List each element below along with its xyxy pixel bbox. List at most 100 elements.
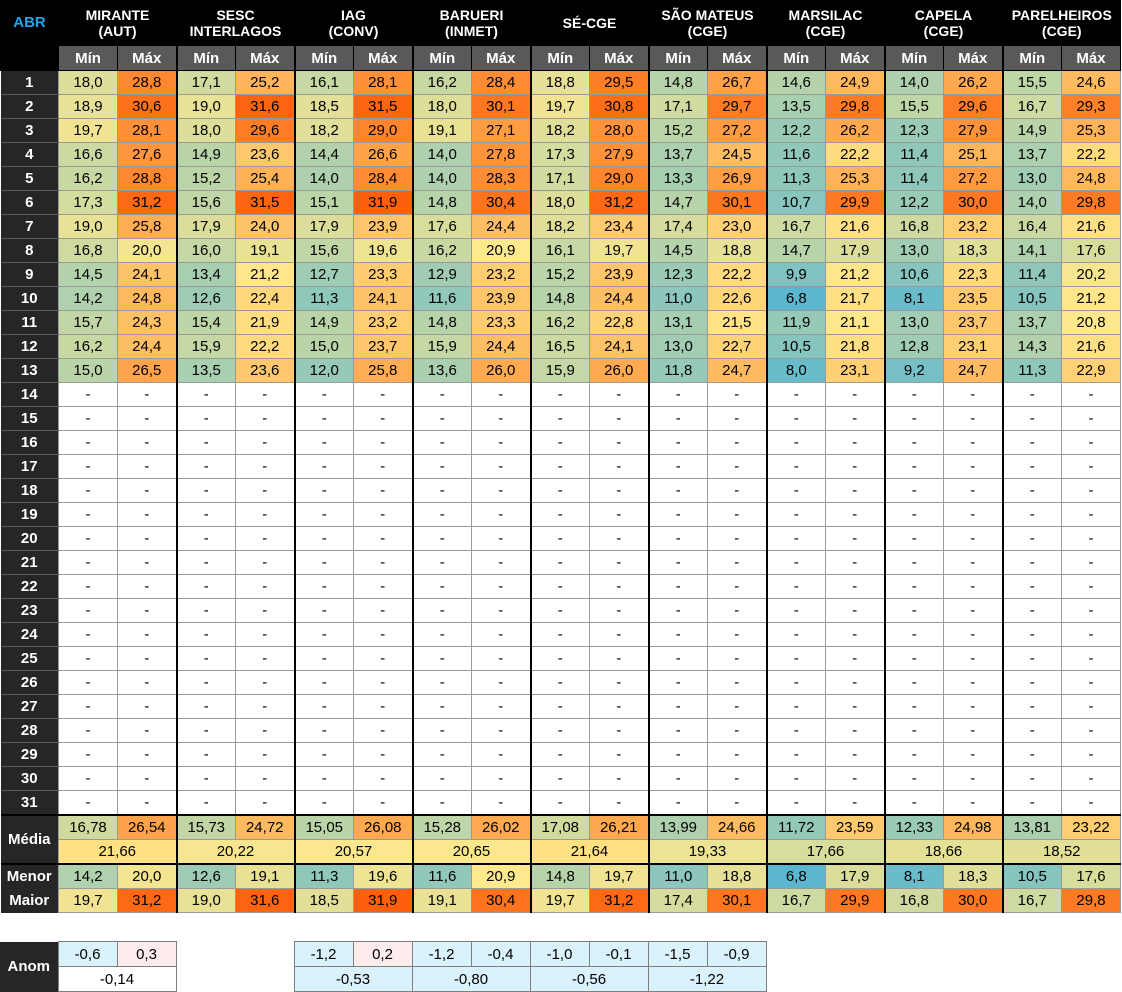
station-code: (CGE) [923,22,964,39]
header-corner [0,45,59,71]
max-value: 29,8 [1061,190,1121,215]
min-value: - [647,742,708,767]
station-header: IAG (CONV) [294,0,413,46]
min-value: - [175,574,236,599]
max-value: - [707,694,767,719]
min-value: - [293,742,354,767]
max-value: - [235,718,295,743]
menor-value: 19,6 [353,863,413,889]
max-value: - [707,406,767,431]
max-value: 24,4 [589,286,649,311]
min-value: 11,9 [765,310,826,335]
station-header: BARUERI (INMET) [412,0,531,46]
max-value: - [471,550,531,575]
media-avg: 18,66 [883,839,1003,865]
table-row: 10 14,2 24,8 12,6 22,4 11,3 24,1 11,6 23,9 14,8 24… [0,286,1121,311]
max-value: - [471,670,531,695]
min-value: - [529,790,590,816]
min-value: - [175,790,236,816]
min-value: - [647,430,708,455]
max-value: - [353,526,413,551]
table-row: 31- - - - - - - - - - - - - - - - - - [0,790,1121,816]
min-value: - [1001,766,1062,791]
max-value: 22,2 [825,142,885,167]
media-avg: 21,64 [529,839,649,865]
min-value: - [411,574,472,599]
min-value: - [293,430,354,455]
day-label: 24 [0,622,59,647]
max-header: Máx [1061,45,1121,71]
min-value: - [765,574,826,599]
max-value: - [1061,574,1121,599]
min-value: - [411,742,472,767]
max-value: 21,2 [1061,286,1121,311]
max-value: - [825,430,885,455]
min-header: Mín [175,45,236,71]
min-value: 14,9 [293,310,354,335]
min-value: - [883,502,944,527]
max-value: - [235,790,295,816]
min-value: 14,0 [1001,190,1062,215]
min-value: 14,0 [411,166,472,191]
min-value: 18,2 [293,118,354,143]
max-value: 24,0 [235,214,295,239]
media-min: 13,81 [1001,814,1062,840]
max-value: - [943,526,1003,551]
min-value: 15,0 [293,334,354,359]
min-value: - [58,742,118,767]
min-value: - [647,478,708,503]
table-row: 18- - - - - - - - - - - - - - - - - - [0,478,1121,503]
max-value: - [589,694,649,719]
max-value: 29,6 [943,94,1003,119]
min-value: - [175,670,236,695]
max-value: - [235,478,295,503]
max-value: - [471,622,531,647]
min-value: 12,7 [293,262,354,287]
menor-row: Menor 14,2 20,0 12,6 19,1 11,3 19,6 11,6 20,9 14,… [0,863,1121,889]
max-value: - [825,478,885,503]
max-value: 27,9 [943,118,1003,143]
max-value: - [707,502,767,527]
min-value: - [647,502,708,527]
max-value: 21,5 [707,310,767,335]
anom-min: -1,2 [293,941,354,967]
max-value: - [707,742,767,767]
min-value: 16,4 [1001,214,1062,239]
min-value: 15,9 [175,334,236,359]
media-max: 26,02 [471,814,531,840]
maior-value: 31,6 [235,888,295,913]
max-value: - [1061,382,1121,407]
min-value: - [175,622,236,647]
max-value: - [1061,790,1121,816]
min-value: - [411,670,472,695]
anom-avg: -1,22 [647,966,767,992]
min-header: Mín [58,45,118,71]
station-header: SÉ-CGE [530,0,649,46]
day-label: 18 [0,478,59,503]
anom-min: -1,0 [529,941,590,967]
max-value: - [943,622,1003,647]
max-value: 17,9 [825,238,885,263]
media-max: 24,72 [235,814,295,840]
max-value: - [589,526,649,551]
maior-value: 31,9 [353,888,413,913]
max-value: 20,8 [1061,310,1121,335]
table-row: 7 19,0 25,8 17,9 24,0 17,9 23,9 17,6 24,4 18,2 23,… [0,214,1121,239]
menor-value: 18,8 [707,863,767,889]
day-label: 14 [0,382,59,407]
max-value: - [943,502,1003,527]
max-value: 29,5 [589,70,649,95]
max-value: - [707,622,767,647]
max-value: 22,6 [707,286,767,311]
maior-value: 16,7 [1001,888,1062,913]
max-value: - [825,742,885,767]
table-row: 13 15,0 26,5 13,5 23,6 12,0 25,8 13,6 26,0 15,9 26… [0,358,1121,383]
min-value: 17,9 [175,214,236,239]
anom-avg: -0,14 [57,966,177,992]
min-value: - [1001,718,1062,743]
min-header: Mín [411,45,472,71]
min-value: - [765,766,826,791]
min-value: - [765,430,826,455]
min-value: - [293,502,354,527]
station-header: MIRANTE (AUT) [58,0,177,46]
